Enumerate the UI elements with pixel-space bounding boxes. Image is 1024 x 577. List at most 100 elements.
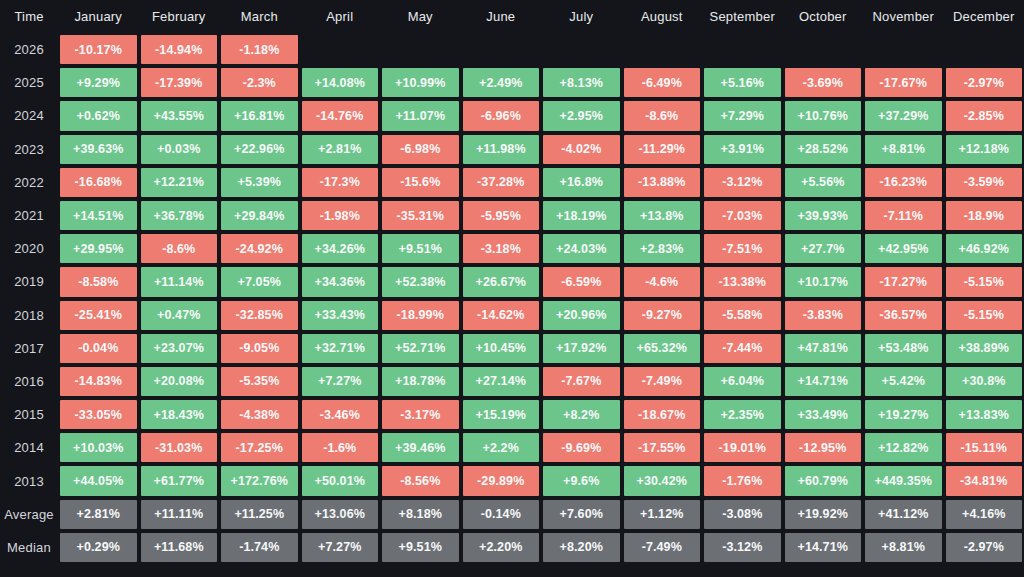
row-label: Median xyxy=(0,531,58,564)
return-cell-average-march: +11.25% xyxy=(221,500,298,529)
return-cell-2018-january: -25.41% xyxy=(60,301,137,330)
return-cell-average-december: +4.16% xyxy=(946,500,1023,529)
return-cell-2016-february: +20.08% xyxy=(141,367,218,396)
return-cell-2021-march: +29.84% xyxy=(221,201,298,230)
return-cell-2016-october: +14.71% xyxy=(785,367,862,396)
return-cell-2019-june: +26.67% xyxy=(463,267,540,296)
return-cell-median-june: +2.20% xyxy=(463,533,540,562)
return-cell-2026-august xyxy=(624,35,701,64)
return-cell-2024-june: -6.96% xyxy=(463,101,540,130)
return-cell-2013-july: +9.6% xyxy=(543,466,620,495)
return-cell-2020-january: +29.95% xyxy=(60,234,137,263)
return-cell-2021-september: -7.03% xyxy=(704,201,781,230)
return-cell-2015-december: +13.83% xyxy=(946,400,1023,429)
row-label: 2017 xyxy=(0,332,58,365)
return-cell-2020-june: -3.18% xyxy=(463,234,540,263)
return-cell-2024-september: +7.29% xyxy=(704,101,781,130)
return-cell-2013-december: -34.81% xyxy=(946,466,1023,495)
return-cell-median-december: -2.97% xyxy=(946,533,1023,562)
return-cell-2022-july: +16.8% xyxy=(543,168,620,197)
return-cell-2021-june: -5.95% xyxy=(463,201,540,230)
return-cell-2016-march: -5.35% xyxy=(221,367,298,396)
return-cell-2021-july: +18.19% xyxy=(543,201,620,230)
return-cell-2014-august: -17.55% xyxy=(624,433,701,462)
return-cell-2022-november: -16.23% xyxy=(865,168,942,197)
return-cell-2021-november: -7.11% xyxy=(865,201,942,230)
return-cell-2013-may: -8.56% xyxy=(382,466,459,495)
monthly-returns-heatmap: TimeJanuaryFebruaryMarchAprilMayJuneJuly… xyxy=(0,0,1024,564)
return-cell-2018-may: -18.99% xyxy=(382,301,459,330)
corner-label: Time xyxy=(0,0,58,33)
column-header-may: May xyxy=(380,0,461,33)
return-cell-2013-october: +60.79% xyxy=(785,466,862,495)
table-row-2015: 2015-33.05%+18.43%-4.38%-3.46%-3.17%+15.… xyxy=(0,398,1024,431)
return-cell-2020-december: +46.92% xyxy=(946,234,1023,263)
return-cell-median-february: +11.68% xyxy=(141,533,218,562)
return-cell-2021-january: +14.51% xyxy=(60,201,137,230)
return-cell-2025-april: +14.08% xyxy=(302,68,379,97)
return-cell-2016-april: +7.27% xyxy=(302,367,379,396)
return-cell-2021-april: -1.98% xyxy=(302,201,379,230)
return-cell-2021-february: +36.78% xyxy=(141,201,218,230)
return-cell-2014-march: -17.25% xyxy=(221,433,298,462)
row-label: 2024 xyxy=(0,99,58,132)
return-cell-2025-november: -17.67% xyxy=(865,68,942,97)
return-cell-2024-february: +43.55% xyxy=(141,101,218,130)
return-cell-2013-september: -1.76% xyxy=(704,466,781,495)
table-row-2018: 2018-25.41%+0.47%-32.85%+33.43%-18.99%-1… xyxy=(0,299,1024,332)
column-header-march: March xyxy=(219,0,300,33)
return-cell-2014-november: +12.82% xyxy=(865,433,942,462)
return-cell-median-may: +9.51% xyxy=(382,533,459,562)
return-cell-average-august: +1.12% xyxy=(624,500,701,529)
return-cell-2022-may: -15.6% xyxy=(382,168,459,197)
return-cell-2019-march: +7.05% xyxy=(221,267,298,296)
return-cell-2013-march: +172.76% xyxy=(221,466,298,495)
return-cell-2016-may: +18.78% xyxy=(382,367,459,396)
return-cell-2026-june xyxy=(463,35,540,64)
return-cell-2020-september: -7.51% xyxy=(704,234,781,263)
return-cell-2026-september xyxy=(704,35,781,64)
return-cell-average-january: +2.81% xyxy=(60,500,137,529)
return-cell-2023-january: +39.63% xyxy=(60,135,137,164)
return-cell-average-october: +19.92% xyxy=(785,500,862,529)
return-cell-2015-february: +18.43% xyxy=(141,400,218,429)
return-cell-2026-march: -1.18% xyxy=(221,35,298,64)
return-cell-2018-april: +33.43% xyxy=(302,301,379,330)
return-cell-2019-september: -13.38% xyxy=(704,267,781,296)
return-cell-2015-november: +19.27% xyxy=(865,400,942,429)
return-cell-average-february: +11.11% xyxy=(141,500,218,529)
return-cell-2014-september: -19.01% xyxy=(704,433,781,462)
return-cell-2016-september: +6.04% xyxy=(704,367,781,396)
column-header-july: July xyxy=(541,0,622,33)
return-cell-2014-july: -9.69% xyxy=(543,433,620,462)
return-cell-2018-november: -36.57% xyxy=(865,301,942,330)
return-cell-2022-december: -3.59% xyxy=(946,168,1023,197)
return-cell-2018-october: -3.83% xyxy=(785,301,862,330)
return-cell-average-april: +13.06% xyxy=(302,500,379,529)
return-cell-2025-july: +8.13% xyxy=(543,68,620,97)
return-cell-2022-august: -13.88% xyxy=(624,168,701,197)
return-cell-2020-october: +27.7% xyxy=(785,234,862,263)
return-cell-2025-september: +5.16% xyxy=(704,68,781,97)
column-header-november: November xyxy=(863,0,944,33)
table-row-2023: 2023+39.63%+0.03%+22.96%+2.81%-6.98%+11.… xyxy=(0,133,1024,166)
return-cell-2022-april: -17.3% xyxy=(302,168,379,197)
return-cell-2015-june: +15.19% xyxy=(463,400,540,429)
return-cell-2017-july: +17.92% xyxy=(543,334,620,363)
return-cell-2018-february: +0.47% xyxy=(141,301,218,330)
return-cell-2024-may: +11.07% xyxy=(382,101,459,130)
table-row-2019: 2019-8.58%+11.14%+7.05%+34.36%+52.38%+26… xyxy=(0,265,1024,298)
return-cell-2019-april: +34.36% xyxy=(302,267,379,296)
row-label: 2020 xyxy=(0,232,58,265)
return-cell-2026-july xyxy=(543,35,620,64)
return-cell-2020-april: +34.26% xyxy=(302,234,379,263)
return-cell-2023-september: +3.91% xyxy=(704,135,781,164)
return-cell-median-october: +14.71% xyxy=(785,533,862,562)
row-label: 2025 xyxy=(0,66,58,99)
return-cell-2022-september: -3.12% xyxy=(704,168,781,197)
return-cell-2025-december: -2.97% xyxy=(946,68,1023,97)
column-header-april: April xyxy=(300,0,381,33)
return-cell-average-may: +8.18% xyxy=(382,500,459,529)
column-header-october: October xyxy=(783,0,864,33)
return-cell-2023-december: +12.18% xyxy=(946,135,1023,164)
